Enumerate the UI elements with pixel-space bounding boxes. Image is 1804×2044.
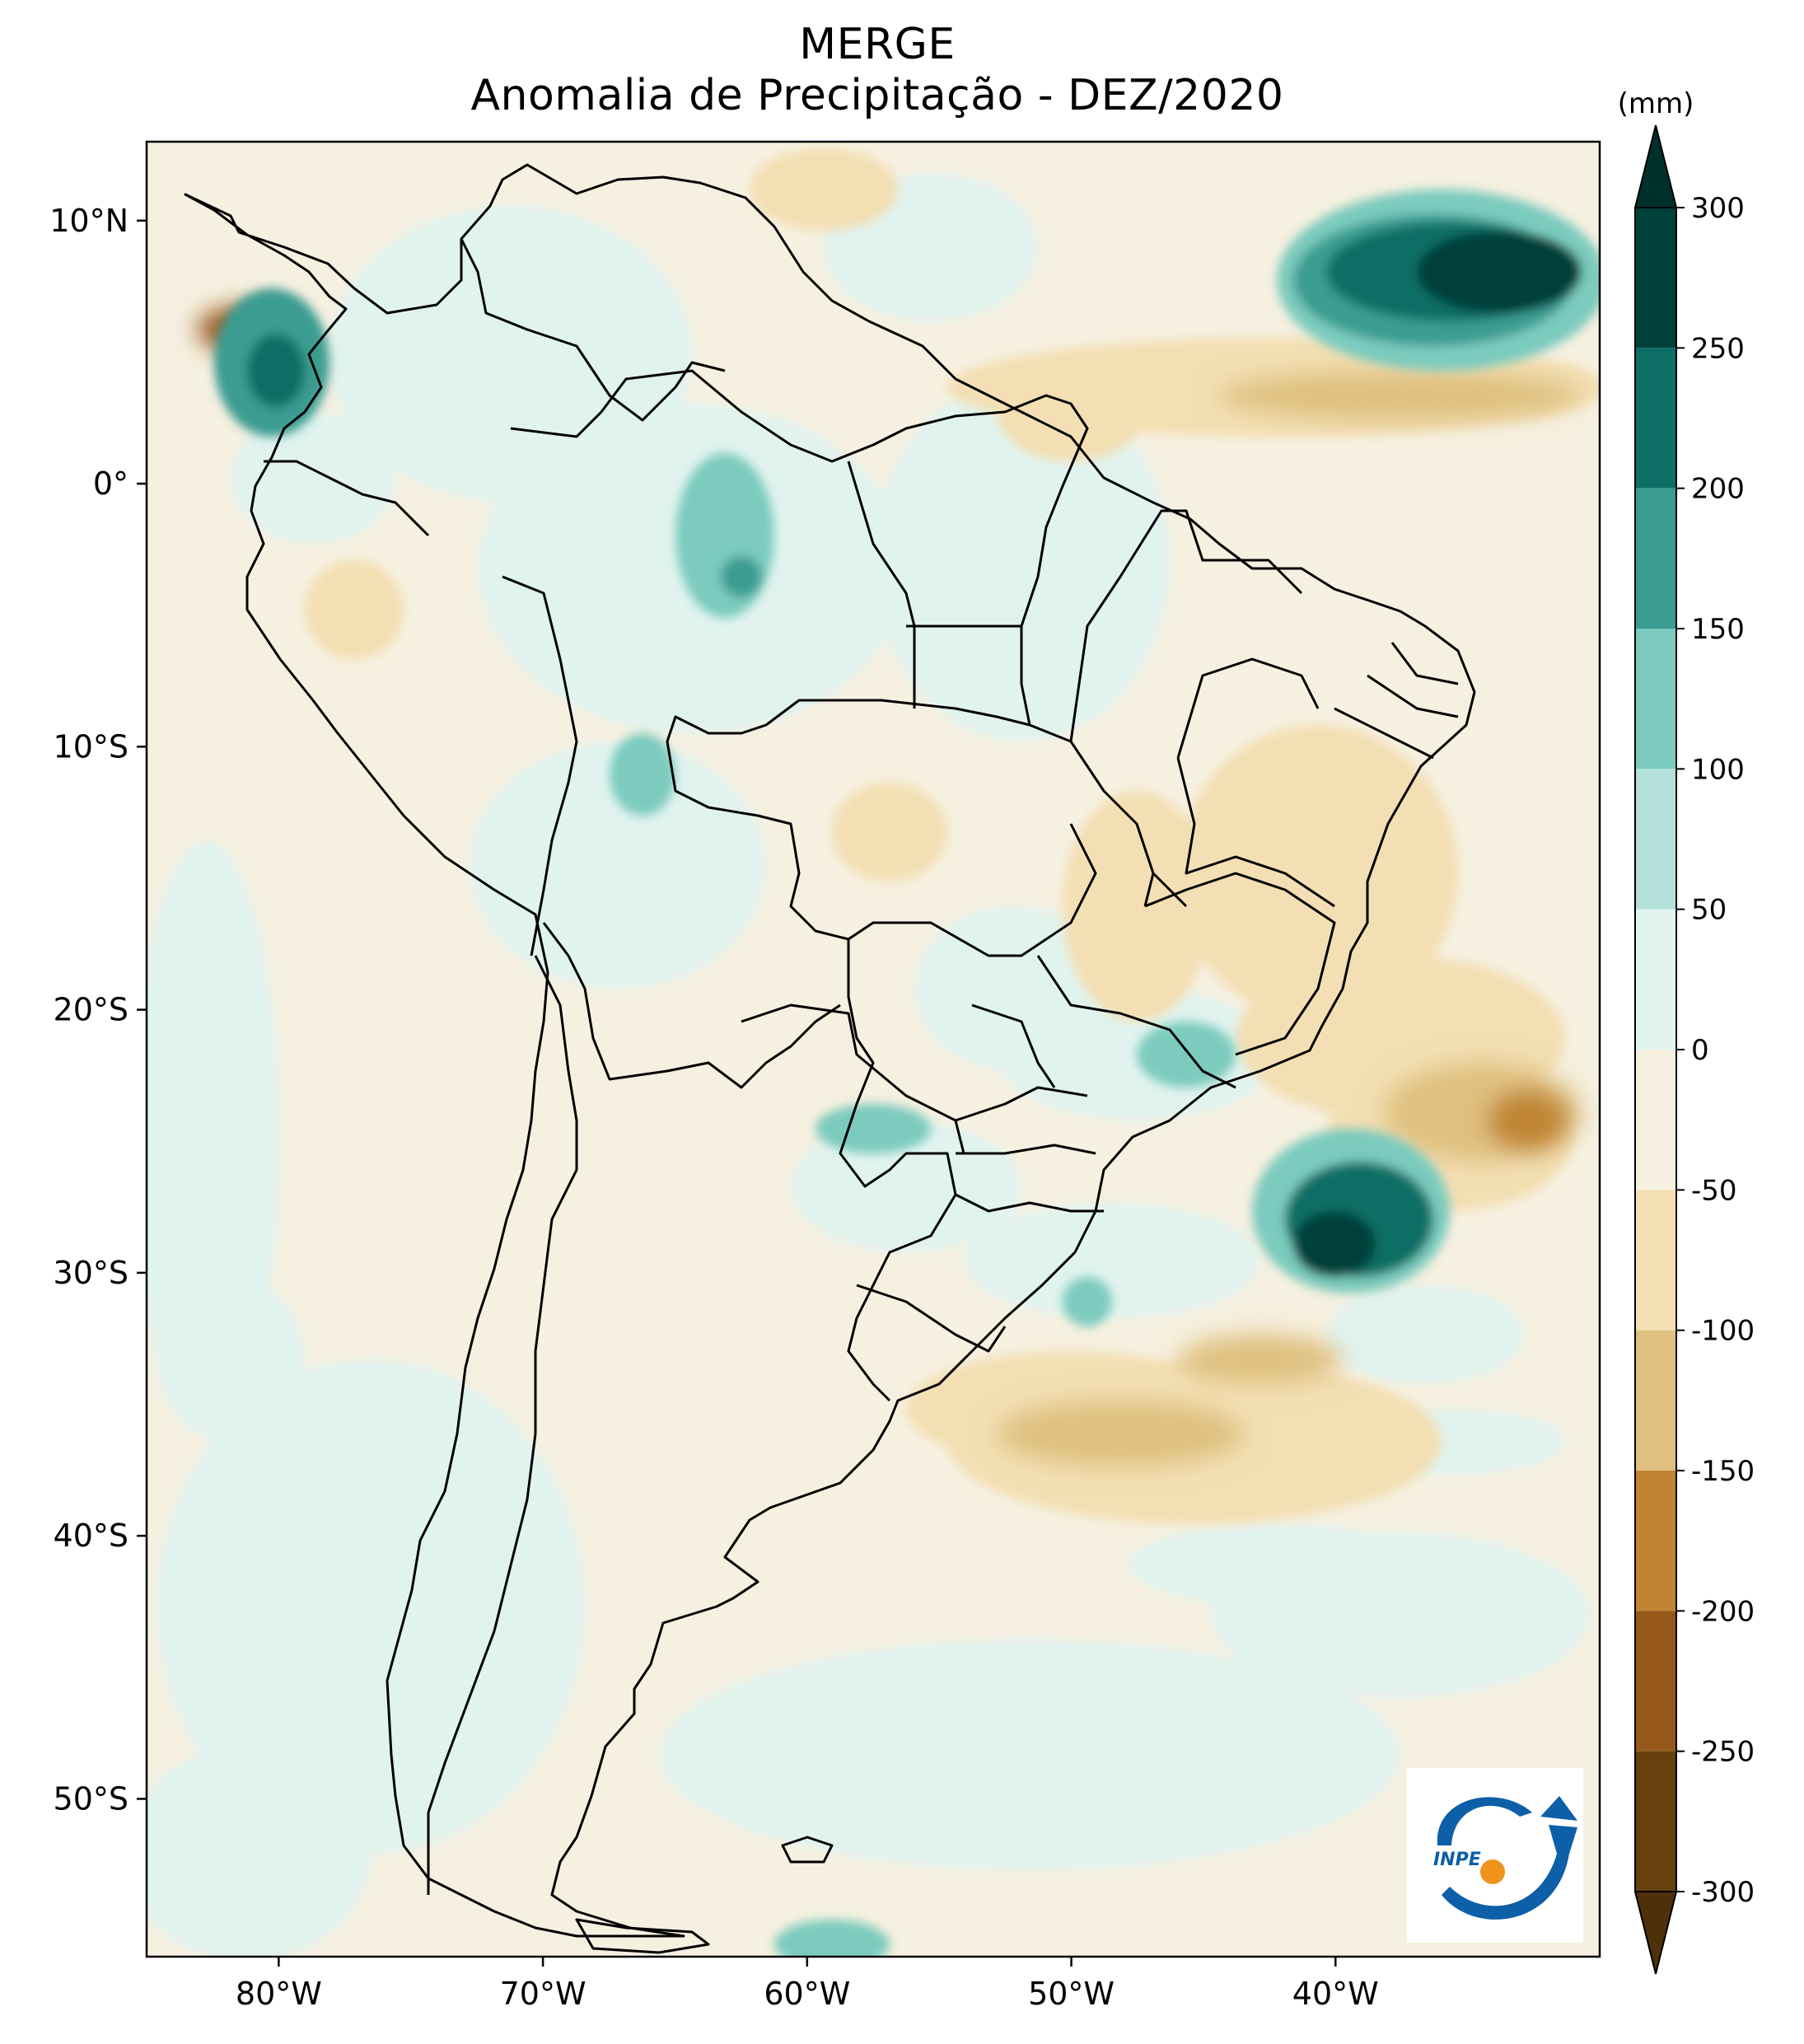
colorbar-label: 100 [1691,753,1745,786]
colorbar-label: -200 [1691,1595,1755,1628]
plot-frame [145,140,1601,1958]
colorbar-max-arrow [1633,124,1678,208]
lat-tick-label: 20°S [54,992,129,1028]
colorbar-segment [1635,1050,1676,1190]
lat-tick-label: 10°N [49,203,129,239]
argentina-chile-border [427,955,578,1895]
colorbar-segment [1635,1330,1676,1471]
colorbar-segment [1635,208,1676,348]
colorbar-segment [1635,629,1676,769]
colorbar-segment [1635,488,1676,629]
colorbar-label: -50 [1691,1174,1737,1207]
map-title-line1: MERGE [799,20,956,69]
colorbar-label: -300 [1691,1876,1755,1909]
south-america-coastline [184,163,1476,1938]
lat-tick-label: 30°S [54,1255,129,1291]
colorbar: 300 250 200 150 100 50 0 -50 -100 -150 -200 -250 -30… [1633,124,1755,1975]
logo-text: INPE [1433,1850,1481,1870]
colorbar-segment [1635,1751,1676,1892]
colorbar-unit-label: (mm) [1618,87,1694,120]
lat-tick-label: 40°S [54,1518,129,1554]
lon-tick-label: 60°W [764,1976,850,2012]
map-title-line2: Anomalia de Precipitação - DEZ/2020 [470,71,1284,120]
brazil-state-lines [847,461,1459,1213]
colorbar-segment [1635,1611,1676,1752]
moderate-negative-patches [198,306,1582,1466]
colorbar-segment [1635,769,1676,910]
bolivia-chile-border [542,922,841,1089]
falkland-islands [781,1836,834,1864]
colorbar-label: -150 [1691,1455,1755,1488]
lat-tick-label: 10°S [54,728,129,765]
light-positive-patches [147,173,1590,1957]
lon-tick-label: 80°W [236,1976,322,2012]
boundaries [184,163,1476,1954]
colorbar-segment [1635,1190,1676,1331]
colorbar-label: 200 [1691,473,1745,506]
colorbar-label: -250 [1691,1736,1755,1769]
colorbar-label: 250 [1691,332,1745,365]
colorbar-segment [1635,1471,1676,1611]
colorbar-label: -100 [1691,1315,1755,1348]
colorbar-label: 150 [1691,613,1745,646]
colorbar-label: 50 [1691,894,1727,927]
tierra-del-fuego [575,1918,710,1954]
brazil-border [510,369,1089,1402]
lat-tick-label: 0° [93,465,129,502]
colombia-venezuela-border [460,238,726,422]
inpe-logo-icon [1437,1796,1577,1920]
peru-bolivia-border [502,575,578,957]
axis-ticks: 10°N 0° 10°S 20°S 30°S 40°S 50°S 80°W 70°W 60°W 50… [49,203,1379,2012]
strong-positive-patches [214,189,1600,1957]
colorbar-min-arrow [1633,1891,1678,1975]
colorbar-label: 300 [1691,192,1745,225]
anomaly-field [147,142,1600,1957]
inpe-logo: INPE [1407,1768,1583,1943]
lat-tick-label: 50°S [54,1780,129,1817]
colorbar-segment [1635,348,1676,489]
lon-tick-label: 50°W [1028,1976,1115,2012]
colorbar-label: 0 [1691,1034,1709,1067]
colorbar-segment [1635,909,1676,1050]
uruguay-border [856,1284,1007,1353]
lon-tick-label: 40°W [1292,1976,1379,2012]
ecuador-border [264,460,430,537]
lon-tick-label: 70°W [500,1976,587,2012]
